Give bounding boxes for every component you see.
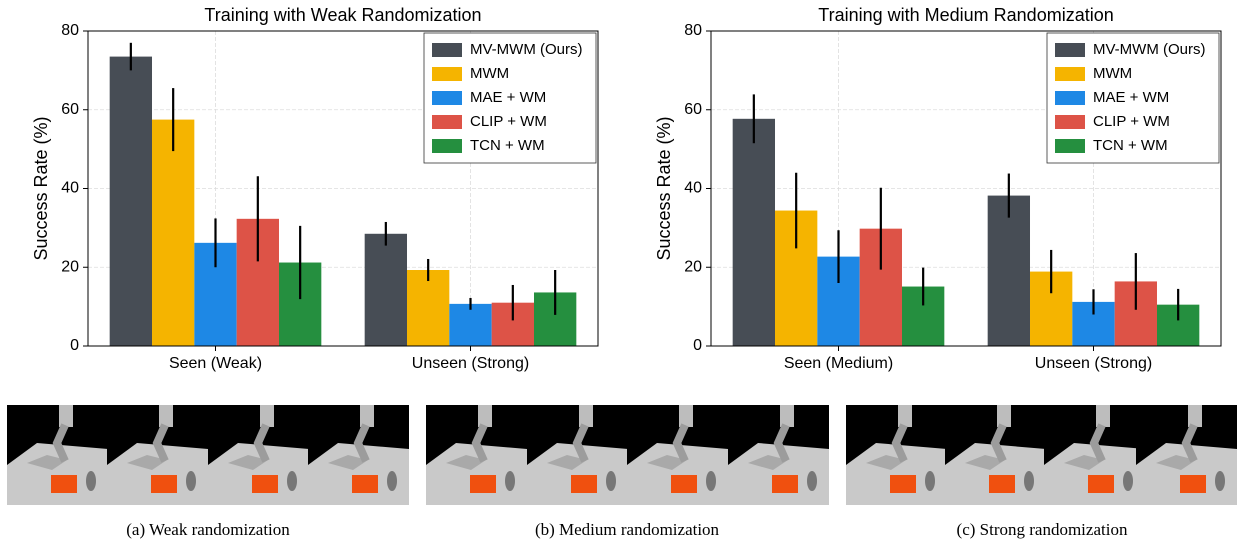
y-tick-label: 0 — [70, 337, 79, 354]
image-panel — [107, 405, 208, 505]
x-tick-label: Unseen (Strong) — [412, 355, 529, 372]
legend-label: MWM — [470, 65, 509, 82]
x-tick-label: Seen (Medium) — [784, 355, 893, 372]
y-tick-label: 60 — [61, 101, 79, 118]
legend-swatch — [432, 115, 462, 129]
legend-swatch — [1055, 67, 1085, 81]
plot-frame — [710, 30, 1222, 347]
image-panel — [945, 405, 1046, 505]
image-strip-b — [426, 405, 829, 505]
image-panel — [627, 405, 728, 505]
legend-label: MV-MWM (Ours) — [470, 41, 582, 58]
image-panel — [846, 405, 947, 505]
image-panel — [308, 405, 409, 505]
y-tick-label: 80 — [61, 22, 79, 39]
bar — [364, 233, 408, 346]
legend-label: MAE + WM — [470, 89, 546, 106]
x-tick-label: Unseen (Strong) — [1035, 355, 1152, 372]
y-axis-label: Success Rate (%) — [31, 116, 51, 260]
image-panel — [527, 405, 628, 505]
caption: (b) Medium randomization — [535, 520, 720, 539]
chart-title: Training with Weak Randomization — [204, 5, 481, 25]
legend: MV-MWM (Ours) MWM MAE + WM CLIP + WM TCN + W… — [1046, 32, 1220, 164]
y-tick-label: 20 — [684, 258, 702, 275]
y-tick-label: 0 — [693, 337, 702, 354]
image-panel — [426, 405, 527, 505]
y-tick-label: 80 — [684, 22, 702, 39]
image-panel — [728, 405, 829, 505]
y-tick-label: 20 — [61, 258, 79, 275]
caption: (a) Weak randomization — [126, 520, 290, 539]
bar — [987, 195, 1031, 346]
legend-label: CLIP + WM — [1093, 113, 1170, 130]
legend: MV-MWM (Ours) MWM MAE + WM CLIP + WM TCN + W… — [423, 32, 597, 164]
image-panel — [1136, 405, 1237, 505]
bar — [449, 303, 492, 346]
legend-label: TCN + WM — [470, 137, 545, 154]
chart: Training with Weak Randomization Success … — [31, 5, 599, 372]
y-tick-label: 40 — [61, 180, 79, 197]
image-panel — [1044, 405, 1145, 505]
chart: Training with Medium Randomization Succes… — [654, 5, 1222, 372]
legend-label: TCN + WM — [1093, 137, 1168, 154]
x-tick-label: Seen (Weak) — [169, 355, 262, 372]
bar — [152, 119, 195, 346]
plot-frame — [87, 30, 599, 347]
legend-swatch — [1055, 91, 1085, 105]
caption: (c) Strong randomization — [957, 520, 1128, 539]
bar — [732, 118, 776, 347]
legend-swatch — [1055, 43, 1085, 57]
y-tick-label: 60 — [684, 101, 702, 118]
legend-label: CLIP + WM — [470, 113, 547, 130]
legend-swatch — [432, 43, 462, 57]
y-tick-label: 40 — [684, 180, 702, 197]
legend-swatch — [432, 91, 462, 105]
legend-label: MAE + WM — [1093, 89, 1169, 106]
image-strip-a — [7, 405, 409, 505]
chart-title: Training with Medium Randomization — [818, 5, 1113, 25]
image-panel — [208, 405, 309, 505]
legend-swatch — [432, 67, 462, 81]
legend-label: MV-MWM (Ours) — [1093, 41, 1205, 58]
bar — [109, 56, 153, 346]
legend-swatch — [432, 139, 462, 153]
legend-swatch — [1055, 115, 1085, 129]
bar — [407, 270, 450, 346]
legend-swatch — [1055, 139, 1085, 153]
legend-label: MWM — [1093, 65, 1132, 82]
y-axis-label: Success Rate (%) — [654, 116, 674, 260]
image-panel — [7, 405, 108, 505]
image-strip-c — [846, 405, 1237, 505]
